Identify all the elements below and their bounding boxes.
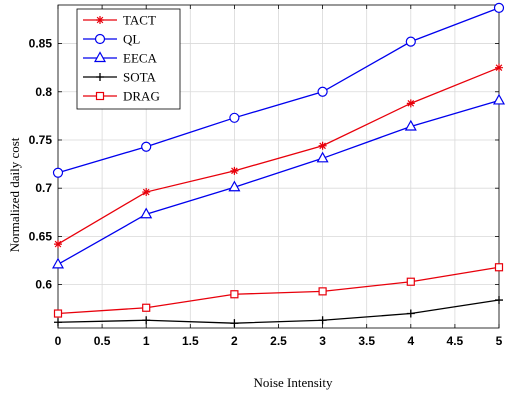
x-tick-label: 0 xyxy=(55,334,62,348)
series-drag xyxy=(53,263,504,318)
legend-marker-tact xyxy=(96,16,104,24)
data-point-tact xyxy=(406,99,415,108)
plot-frame xyxy=(57,4,500,329)
legend-label-drag: DRAG xyxy=(123,89,160,104)
y-tick-label: 0.8 xyxy=(35,85,52,99)
y-tick-label: 0.7 xyxy=(35,181,52,195)
x-tick-label: 1 xyxy=(143,334,150,348)
data-point-sota xyxy=(230,319,239,328)
legend-label-sota: SOTA xyxy=(123,70,157,85)
series-tact xyxy=(54,63,503,249)
data-point-drag xyxy=(494,263,504,272)
legend-item-ql: QL xyxy=(83,32,140,47)
x-tick-label: 2.5 xyxy=(270,334,287,348)
data-point-ql xyxy=(52,167,64,178)
legend-item-eeca: EECA xyxy=(83,51,158,66)
x-tick-label: 5 xyxy=(496,334,503,348)
data-point-eeca xyxy=(228,180,241,192)
legend-box xyxy=(76,8,181,110)
data-point-sota xyxy=(54,318,62,327)
x-tick-label: 4 xyxy=(407,334,414,348)
x-tick-label: 2 xyxy=(231,334,238,348)
series-line-sota xyxy=(57,299,500,324)
data-point-ql xyxy=(229,112,240,123)
legend-marker-sota xyxy=(96,73,104,81)
y-tick-label: 0.65 xyxy=(29,229,53,243)
x-tick-label: 3 xyxy=(319,334,326,348)
legend-marker-eeca xyxy=(93,51,107,63)
data-point-drag xyxy=(142,303,151,312)
series-line-eeca xyxy=(57,99,500,265)
y-tick-label: 0.6 xyxy=(35,278,52,292)
x-axis-label: Noise Intensity xyxy=(253,375,333,390)
y-tick-label: 0.75 xyxy=(29,133,53,147)
data-point-eeca xyxy=(316,151,329,163)
legend-label-ql: QL xyxy=(123,32,140,47)
series-line-drag xyxy=(57,266,500,315)
data-point-eeca xyxy=(140,207,153,219)
data-point-tact xyxy=(54,240,62,249)
data-point-sota xyxy=(318,316,327,325)
legend-marker-drag xyxy=(95,91,105,101)
x-tick-label: 1.5 xyxy=(182,334,199,348)
data-point-tact xyxy=(230,166,239,175)
legend-item-drag: DRAG xyxy=(83,89,160,104)
data-point-tact xyxy=(318,141,327,150)
x-tick-label: 3.5 xyxy=(358,334,375,348)
data-point-ql xyxy=(141,141,152,152)
data-point-tact xyxy=(142,188,151,197)
series-ql xyxy=(52,2,505,178)
x-tick-label: 0.5 xyxy=(94,334,111,348)
series-eeca xyxy=(51,93,506,269)
data-point-sota xyxy=(406,309,415,318)
data-point-sota xyxy=(142,316,151,325)
legend-item-sota: SOTA xyxy=(83,70,157,85)
data-point-tact xyxy=(495,63,503,72)
data-point-sota xyxy=(495,296,503,305)
data-point-ql xyxy=(317,86,328,97)
axes: 0 0.5 1 1.5 2 2.5 3 3.5 4 4.5 5 0.6 0.65 0.7 0.75 0.8 0.… xyxy=(29,4,503,348)
legend-label-eeca: EECA xyxy=(123,51,158,66)
data-point-drag xyxy=(318,287,327,296)
y-axis-label: Normalized daily cost xyxy=(7,137,22,252)
y-tick-label: 0.85 xyxy=(29,37,53,51)
data-point-drag xyxy=(53,309,63,318)
data-point-ql xyxy=(405,36,416,47)
data-point-drag xyxy=(406,277,415,286)
data-point-eeca xyxy=(492,93,506,105)
legend-item-tact: TACT xyxy=(83,13,156,28)
x-tick-label: 4.5 xyxy=(447,334,464,348)
series-line-tact xyxy=(57,67,500,245)
series-line-ql xyxy=(57,7,500,174)
legend-label-tact: TACT xyxy=(123,13,156,28)
series-sota xyxy=(54,296,503,328)
legend-marker-ql xyxy=(94,33,106,45)
series-layer xyxy=(51,2,506,328)
data-point-drag xyxy=(230,290,239,299)
data-point-eeca xyxy=(51,257,65,269)
data-point-eeca xyxy=(404,119,417,131)
legend: TACT QL EECA SOTA DRAG xyxy=(76,8,181,110)
data-point-ql xyxy=(493,2,505,13)
